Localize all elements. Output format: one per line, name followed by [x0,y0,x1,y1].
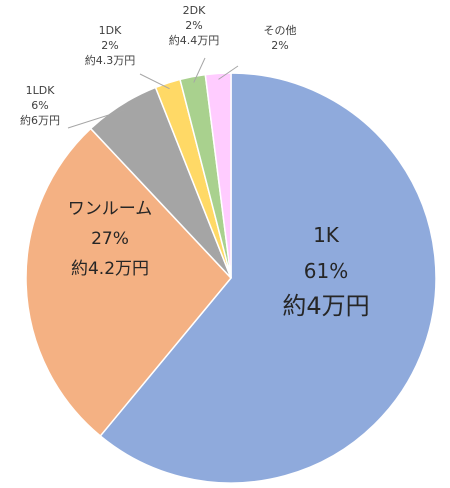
pie-slice-1k [99,72,437,484]
slice-label-1k: 1K 61% 約4万円 [282,223,369,320]
slice-label-slice-1-percent: 27% [91,229,129,249]
slice-label-1ldk-name: 1LDK [26,84,56,97]
slice-label-slice-1-name: ワンルーム [68,199,153,219]
slice-label-1k-price: 約4万円 [282,292,369,320]
slice-label-2dk-percent: 2% [185,19,202,32]
slice-label-slice-5-percent: 2% [271,39,288,52]
slice-label-2dk-name: 2DK [183,4,206,17]
leader-lines [67,57,239,129]
slice-label-1dk-percent: 2% [101,39,118,52]
slice-label-slice-5: その他 2% [264,24,297,52]
pie-slice-slice-5 [204,72,232,279]
pie-slices [25,72,437,484]
leader-line-slice-5 [218,65,239,80]
leader-line-1ldk [67,109,125,129]
slice-label-slice-1: ワンルーム 27% 約4.2万円 [68,199,153,279]
slice-label-2dk: 2DK 2%約4.4万円 [169,4,220,47]
slice-label-1k-name: 1K [313,223,340,247]
slice-label-1ldk: 1LDK 6%約6万円 [20,84,60,127]
slice-label-1dk-name: 1DK [99,24,122,37]
slice-label-slice-5-name: その他 [264,24,297,37]
slice-label-1dk: 1DK 2%約4.3万円 [85,24,136,67]
pie-slice-slice-1 [25,127,232,438]
slice-label-2dk-price: 約4.4万円 [169,33,220,47]
slice-label-1dk-price: 約4.3万円 [85,53,136,67]
leader-line-2dk [193,57,206,83]
leader-line-1dk [139,73,170,90]
slice-label-1ldk-price: 約6万円 [20,113,60,127]
slice-label-slice-1-price: 約4.2万円 [71,259,149,279]
slice-label-1ldk-percent: 6% [31,99,48,112]
slice-label-1k-percent: 61% [304,259,348,283]
